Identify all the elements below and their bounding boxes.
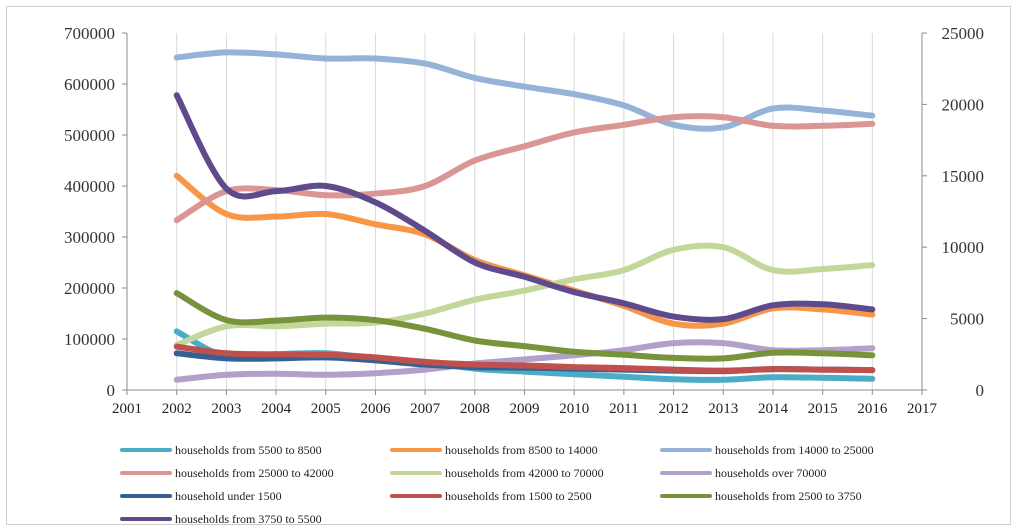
legend-label: households from 14000 to 25000 xyxy=(715,443,874,457)
x-tick-label: 2004 xyxy=(261,401,292,417)
legend-label: households from 5500 to 8500 xyxy=(175,443,322,457)
x-tick-label: 2017 xyxy=(907,401,938,417)
series-line-4 xyxy=(173,242,876,349)
axes: 0100000200000300000400000500000600000700… xyxy=(64,24,984,417)
x-tick-label: 2002 xyxy=(162,401,192,417)
x-tick-label: 2016 xyxy=(857,401,888,417)
x-tick-label: 2006 xyxy=(360,401,391,417)
y-tick-left-label: 300000 xyxy=(64,228,115,247)
y-tick-left-label: 400000 xyxy=(64,177,115,196)
series-line-9 xyxy=(173,92,876,323)
x-tick-label: 2015 xyxy=(808,401,838,417)
series-lines xyxy=(173,49,876,383)
legend-label: household under 1500 xyxy=(175,489,282,503)
x-tick-label: 2013 xyxy=(708,401,738,417)
series-line-2 xyxy=(173,49,876,132)
y-tick-right-label: 15000 xyxy=(942,167,985,186)
x-tick-label: 2001 xyxy=(112,401,142,417)
x-tick-label: 2010 xyxy=(559,401,589,417)
legend-label: households from 42000 to 70000 xyxy=(445,466,604,480)
legend-label: households over 70000 xyxy=(715,466,826,480)
y-tick-right-label: 25000 xyxy=(942,24,985,43)
legend-label: households from 8500 to 14000 xyxy=(445,443,598,457)
legend-label: households from 25000 to 42000 xyxy=(175,466,334,480)
x-tick-label: 2005 xyxy=(311,401,341,417)
series-line-5 xyxy=(173,339,876,383)
legend-label: households from 3750 to 5500 xyxy=(175,512,322,526)
y-tick-left-label: 500000 xyxy=(64,126,115,145)
x-tick-label: 2007 xyxy=(410,401,441,417)
y-tick-right-label: 5000 xyxy=(950,310,984,329)
y-tick-left-label: 0 xyxy=(107,381,116,400)
x-tick-label: 2003 xyxy=(211,401,241,417)
x-tick-label: 2009 xyxy=(510,401,540,417)
x-tick-label: 2011 xyxy=(609,401,638,417)
series-line-7 xyxy=(173,343,876,374)
legend-label: households from 1500 to 2500 xyxy=(445,489,592,503)
series-line-8 xyxy=(173,290,876,362)
legend-label: households from 2500 to 3750 xyxy=(715,489,862,503)
legend: households from 5500 to 8500 households f… xyxy=(120,443,874,526)
y-tick-left-label: 100000 xyxy=(64,330,115,349)
y-tick-left-label: 600000 xyxy=(64,75,115,94)
x-tick-label: 2008 xyxy=(460,401,490,417)
y-tick-right-label: 20000 xyxy=(942,95,985,114)
x-tick-label: 2014 xyxy=(758,401,789,417)
x-tick-label: 2012 xyxy=(659,401,689,417)
chart-frame: 0 100000 200000 300000 400000 500000 600000 700… xyxy=(6,6,1011,526)
y-tick-left-label: 200000 xyxy=(64,279,115,298)
line-chart: 0100000200000300000400000500000600000700… xyxy=(64,24,984,526)
y-tick-right-label: 10000 xyxy=(942,238,985,257)
y-tick-left-label: 700000 xyxy=(64,24,115,43)
y-tick-right-label: 0 xyxy=(976,381,985,400)
